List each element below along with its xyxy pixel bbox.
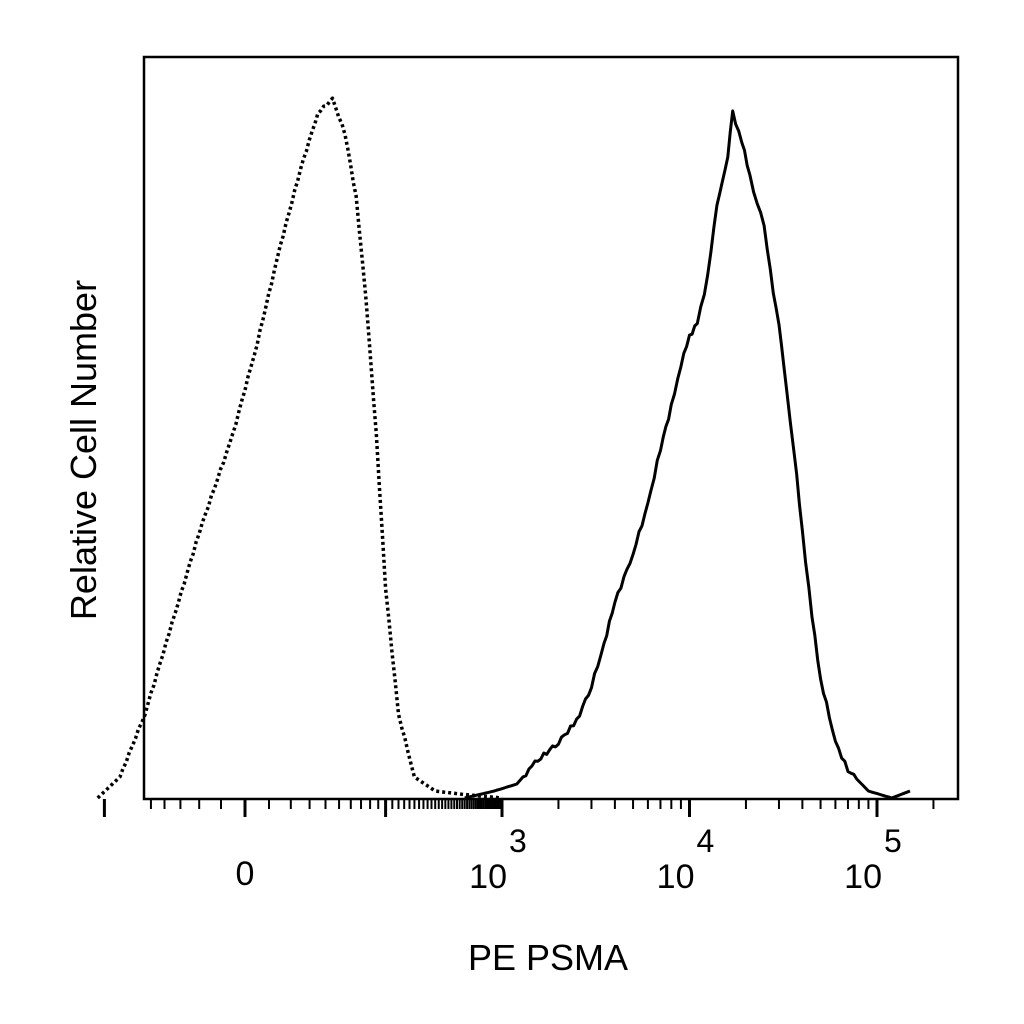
x-axis-title: PE PSMA [468,937,628,978]
x-tick-exponent: 3 [509,823,527,859]
x-tick-exponent: 5 [884,823,902,859]
x-tick-exponent: 4 [697,823,715,859]
x-tick-label: 10 [844,858,882,896]
series-layer [96,96,911,800]
y-axis-title: Relative Cell Number [63,280,104,620]
plot-frame [142,55,960,801]
series-solid-line [464,109,911,800]
x-tick-label: 10 [469,858,507,896]
x-tick-label: 0 [236,855,255,893]
x-tick-label: 10 [657,858,695,896]
series-dotted-line [96,96,503,800]
